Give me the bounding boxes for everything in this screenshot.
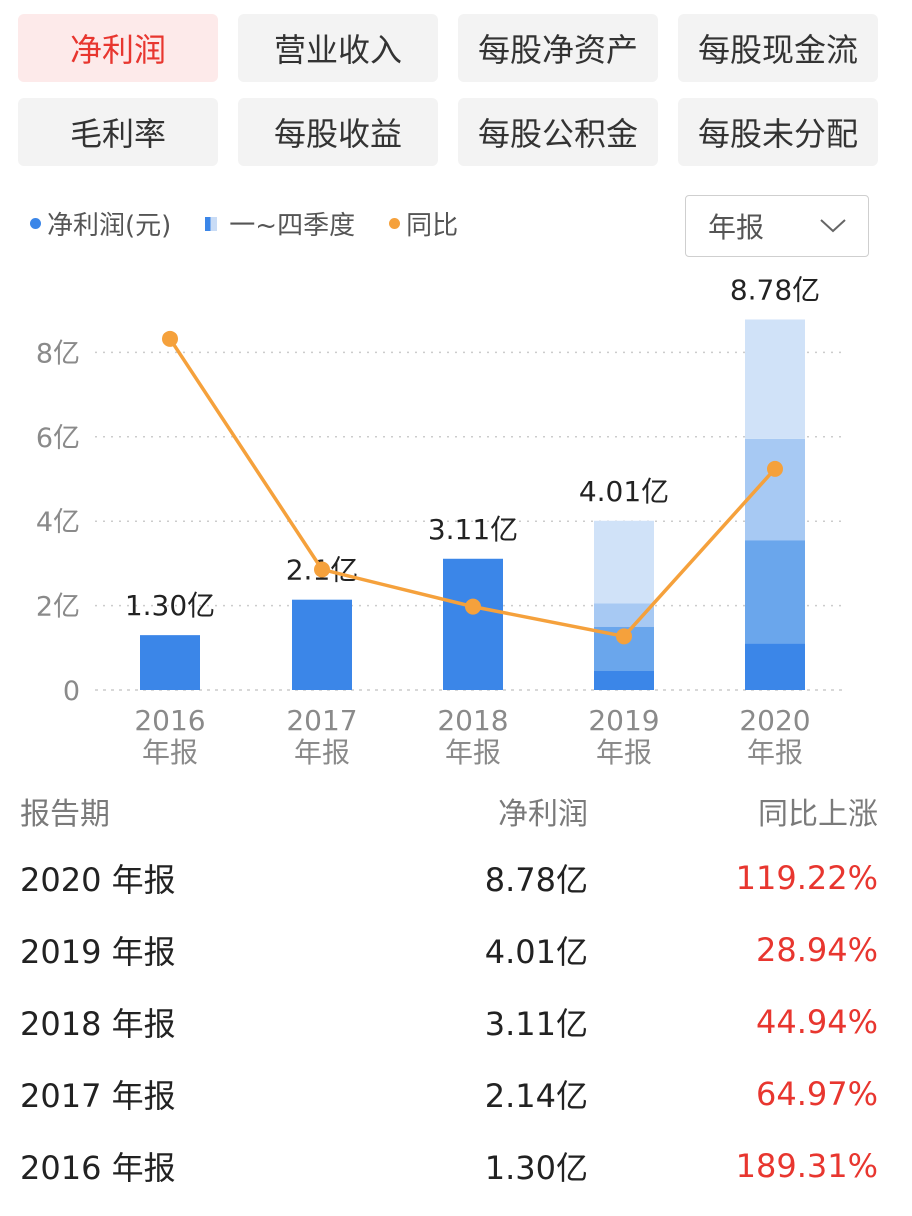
y-tick-label: 6亿: [36, 423, 80, 454]
bar-quarter-segment: [594, 520, 654, 604]
y-tick-label: 8亿: [36, 338, 80, 369]
tab-undistributed-per-share[interactable]: 每股未分配: [678, 98, 878, 166]
legend-net-profit[interactable]: 净利润(元): [30, 205, 171, 242]
bar-value-label: 3.11亿: [428, 513, 518, 546]
row-net-profit: 4.01亿: [484, 933, 588, 971]
row-yoy: 64.97%: [755, 1075, 878, 1113]
period-select[interactable]: 年报: [685, 195, 869, 257]
chevron-down-icon: [820, 219, 846, 233]
x-tick-sublabel: 年报: [596, 736, 652, 769]
header-period[interactable]: 报告期: [20, 797, 110, 832]
y-tick-label: 2亿: [36, 592, 80, 623]
table-row[interactable]: 2019 年报 4.01亿 28.94%: [20, 914, 878, 986]
y-tick-label: 4亿: [36, 507, 80, 538]
row-period: 2017 年报: [20, 1077, 176, 1115]
table-row[interactable]: 2018 年报 3.11亿 44.94%: [20, 986, 878, 1058]
bar-quarter-segment: [745, 319, 805, 439]
table-row[interactable]: 2020 年报 8.78亿 119.22%: [20, 842, 878, 914]
bar-quarter-segment: [594, 671, 654, 690]
tab-cashflow-per-share[interactable]: 每股现金流: [678, 14, 878, 82]
x-tick-label: 2020: [739, 704, 810, 737]
yoy-point: [314, 561, 330, 578]
tab-reserve-per-share[interactable]: 每股公积金: [458, 98, 658, 166]
tab-net-assets-per-share[interactable]: 每股净资产: [458, 14, 658, 82]
table-row[interactable]: 2017 年报 2.14亿 64.97%: [20, 1058, 878, 1130]
x-tick-label: 2017: [286, 704, 357, 737]
row-yoy: 28.94%: [755, 931, 878, 969]
legend-quarters-label: 一~四季度: [229, 211, 356, 241]
row-period: 2019 年报: [20, 933, 176, 971]
tab-net-profit[interactable]: 净利润: [18, 14, 218, 82]
profit-table: 报告期 净利润 同比上涨 2020 年报 8.78亿 119.22% 2019 …: [20, 780, 878, 1202]
yoy-point: [616, 628, 632, 645]
row-net-profit: 1.30亿: [484, 1149, 588, 1187]
x-tick-label: 2019: [588, 704, 659, 737]
bar: [292, 599, 352, 690]
bar: [140, 635, 200, 690]
x-tick-sublabel: 年报: [294, 736, 350, 769]
indicator-tabs: 净利润 营业收入 每股净资产 每股现金流 毛利率 每股收益 每股公积金 每股未分…: [18, 14, 878, 182]
table-row[interactable]: 2016 年报 1.30亿 189.31%: [20, 1130, 878, 1202]
x-tick-label: 2016: [134, 704, 205, 737]
row-yoy: 189.31%: [735, 1147, 878, 1185]
y-tick-label: 0: [63, 676, 80, 707]
period-select-value: 年报: [708, 211, 765, 244]
legend-quarter-swatch-icon: [205, 216, 218, 231]
row-period: 2018 年报: [20, 1005, 176, 1043]
x-tick-sublabel: 年报: [142, 736, 198, 769]
row-yoy: 119.22%: [735, 859, 878, 897]
row-yoy: 44.94%: [755, 1003, 878, 1041]
yoy-point: [465, 598, 481, 615]
chart-legend: 净利润(元) 一~四季度 同比: [30, 205, 492, 242]
bar-quarter-segment: [745, 540, 805, 644]
bar-quarter-segment: [745, 643, 805, 690]
row-net-profit: 2.14亿: [484, 1077, 588, 1115]
legend-dot-orange-icon: [389, 218, 401, 229]
bar: [443, 558, 503, 690]
bar-value-label: 1.30亿: [125, 589, 215, 622]
yoy-point: [767, 460, 783, 477]
tab-row-2: 毛利率 每股收益 每股公积金 每股未分配: [18, 98, 878, 166]
x-tick-sublabel: 年报: [445, 736, 501, 769]
table-header-row: 报告期 净利润 同比上涨: [20, 780, 878, 842]
x-tick-label: 2018: [437, 704, 508, 737]
legend-quarters[interactable]: 一~四季度: [205, 205, 355, 242]
yoy-point: [162, 330, 178, 347]
net-profit-chart: 02亿4亿6亿8亿1.30亿2016年报2.1亿2017年报3.11亿2018年…: [36, 273, 845, 769]
tab-row-1: 净利润 营业收入 每股净资产 每股现金流: [18, 14, 878, 82]
row-net-profit: 8.78亿: [484, 861, 588, 899]
legend-yoy[interactable]: 同比: [389, 205, 458, 242]
legend-yoy-label: 同比: [406, 211, 459, 241]
x-tick-sublabel: 年报: [747, 736, 803, 769]
bar-value-label: 4.01亿: [579, 475, 669, 508]
tab-eps[interactable]: 每股收益: [238, 98, 438, 166]
tab-revenue[interactable]: 营业收入: [238, 14, 438, 82]
bar-value-label: 8.78亿: [730, 273, 820, 306]
tab-gross-margin[interactable]: 毛利率: [18, 98, 218, 166]
row-period: 2020 年报: [20, 861, 176, 899]
legend-dot-blue-icon: [30, 218, 41, 229]
legend-net-profit-label: 净利润(元): [47, 211, 172, 241]
row-net-profit: 3.11亿: [484, 1005, 588, 1043]
header-net-profit[interactable]: 净利润: [498, 797, 588, 832]
row-period: 2016 年报: [20, 1149, 176, 1187]
header-yoy[interactable]: 同比上涨: [758, 797, 878, 832]
